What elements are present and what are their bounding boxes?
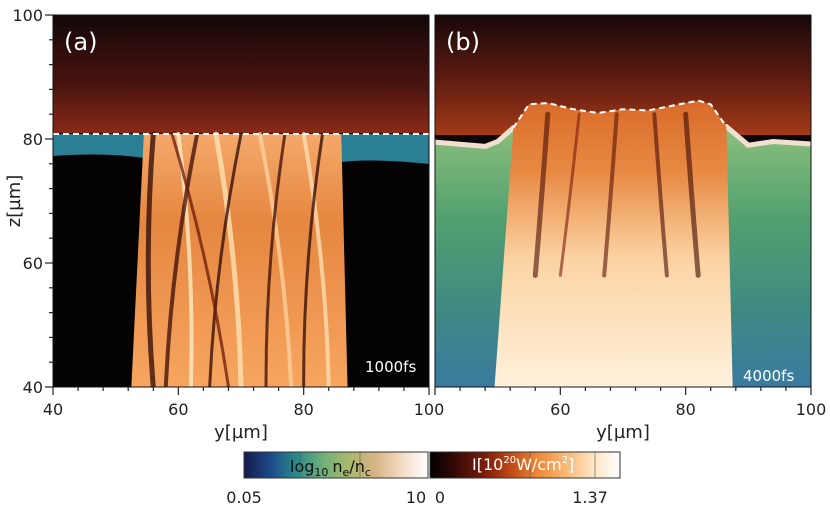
intensity-min-label: 0 <box>435 488 445 507</box>
panel-a-filament <box>264 132 287 387</box>
panel-a-plasma-layer <box>53 134 429 165</box>
density-min-label: 0.05 <box>226 488 262 507</box>
y-tick-label: 60 <box>23 254 43 273</box>
density-colorbar <box>243 451 429 479</box>
panel-b-label: (b) <box>446 28 480 56</box>
y-tick-label: 80 <box>23 130 43 149</box>
y-tick-label: 100 <box>12 6 43 25</box>
x-tick-label: 40 <box>43 400 63 419</box>
panel-b <box>435 15 811 387</box>
panel-b-filament <box>683 111 701 278</box>
panel-a <box>53 15 429 387</box>
panel-b-frame <box>434 14 812 388</box>
panel-b-filaments <box>532 111 701 278</box>
y-tick-label: 40 <box>23 378 43 397</box>
panel-a-frame <box>52 14 430 388</box>
panel-b-filament <box>652 112 669 278</box>
panel-b-interface-line <box>512 99 728 129</box>
panel-b-filament <box>558 112 581 277</box>
panel-a-filament <box>301 132 331 387</box>
x-tick-label: 80 <box>293 400 313 419</box>
density-max-label: 10 <box>406 488 426 507</box>
x-tick-label: 100 <box>796 400 827 419</box>
intensity-colorbar <box>429 451 621 479</box>
panel-a-filament <box>302 132 324 387</box>
panel-a-time-label: 1000fs <box>365 358 416 376</box>
panel-a-label: (a) <box>64 28 97 56</box>
x-tick-label: 100 <box>414 400 445 419</box>
panel-a-xlabel: y[µm] <box>214 422 268 443</box>
panel-a-filament <box>213 131 244 387</box>
panel-a-ylabel: z[µm] <box>4 175 25 227</box>
panel-b-xlabel: y[µm] <box>596 422 650 443</box>
panel-b-laser-beam <box>494 100 733 387</box>
panel-a-filament <box>257 132 294 387</box>
colorbars: log10 ne/nc I[1020W/cm2] 0.05 10 0 1.37 <box>226 451 621 507</box>
intensity-max-label: 1.37 <box>572 488 608 507</box>
density-colorbar-label: log10 ne/nc <box>290 457 371 479</box>
colorbar-ticks <box>299 452 596 478</box>
panel-b-filament <box>532 111 551 278</box>
panel-a-axes: 40 60 80 100 40 60 80 100 <box>12 6 444 419</box>
panel-b-time-label: 4000fs <box>743 367 794 385</box>
x-tick-label: 80 <box>675 400 695 419</box>
panel-a-filament <box>145 131 156 387</box>
panel-a-filament <box>163 132 200 387</box>
x-tick-label: 60 <box>168 400 188 419</box>
panel-a-filament <box>170 132 230 387</box>
intensity-colorbar-label: I[1020W/cm2] <box>472 455 574 474</box>
panel-a-filament <box>208 132 243 387</box>
panel-b-filament <box>602 112 619 278</box>
panel-b-axes: 60 80 100 <box>434 387 827 419</box>
panel-a-vacuum-field <box>53 15 429 133</box>
x-tick-label: 60 <box>550 400 570 419</box>
panel-a-filaments <box>145 131 331 387</box>
